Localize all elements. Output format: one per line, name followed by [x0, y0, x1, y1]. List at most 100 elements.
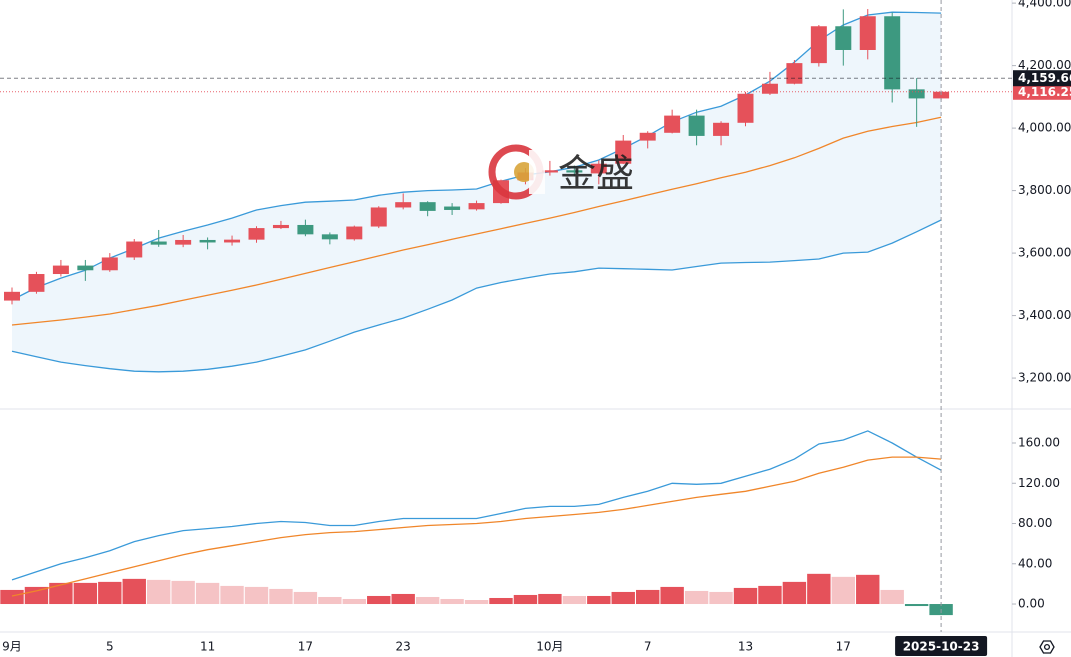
histogram-bar	[758, 585, 782, 605]
candle-body	[786, 63, 803, 84]
candle-body	[737, 93, 754, 123]
watermark-text: 金盛	[558, 152, 634, 196]
price-label: 4,116.25	[1018, 85, 1071, 99]
y-tick-label: 3,200.00	[1018, 371, 1071, 385]
x-tick-label: 5	[106, 640, 114, 654]
histogram-bar	[513, 594, 538, 605]
histogram-bar	[636, 589, 660, 605]
price-label-box	[1013, 70, 1071, 87]
y-tick-label: 3,800.00	[1018, 183, 1071, 197]
histogram-bar	[0, 589, 24, 605]
histogram-bar	[269, 588, 293, 605]
candle-body	[4, 291, 20, 301]
settings-icon[interactable]	[1039, 640, 1055, 654]
x-tick-label: 7	[644, 640, 652, 654]
candle-body	[566, 170, 583, 173]
histogram-bar	[220, 585, 244, 605]
candle-body	[590, 163, 607, 174]
y-tick-label: 160.00	[1018, 436, 1060, 450]
x-tick-label: 9月	[2, 640, 22, 654]
candle-body	[199, 239, 216, 243]
band-upper-line	[11, 11, 942, 301]
histogram-bar	[538, 593, 562, 605]
y-tick-label: 80.00	[1018, 516, 1052, 530]
candle-body	[664, 115, 681, 133]
histogram-bar	[122, 578, 146, 605]
price-label: 4,159.66	[1018, 71, 1071, 85]
watermark: 金盛	[488, 144, 634, 200]
candle-body	[175, 239, 192, 245]
histogram-bar	[415, 596, 440, 605]
histogram-bar	[342, 598, 366, 605]
histogram-bar	[587, 595, 611, 605]
candle-body	[541, 170, 558, 173]
candle-body	[370, 207, 387, 227]
macd-line	[11, 430, 942, 581]
x-tick-label: 17	[298, 640, 313, 654]
candle-body	[444, 206, 461, 210]
histogram-bar	[611, 591, 635, 605]
histogram-bar	[709, 591, 733, 605]
candle-body	[713, 122, 730, 136]
candle-body	[101, 257, 118, 271]
price-label-box	[1013, 83, 1071, 100]
histogram-bar	[73, 582, 98, 605]
crosshair-date-label: 2025-10-23	[903, 640, 980, 654]
histogram-bar	[660, 586, 684, 605]
candle-body	[419, 202, 436, 211]
histogram-bar	[562, 595, 587, 605]
candle-body	[321, 234, 338, 240]
histogram-bar	[880, 589, 904, 605]
histogram-bar	[684, 590, 709, 605]
x-tick-label: 23	[396, 640, 411, 654]
candle-body	[395, 202, 412, 208]
y-tick-label: 40.00	[1018, 556, 1052, 570]
histogram-bar	[733, 587, 758, 605]
candle-body	[28, 274, 45, 292]
candle-body	[884, 16, 901, 90]
band-middle-line	[11, 116, 942, 326]
y-tick-label: 120.00	[1018, 476, 1060, 490]
candle-body	[835, 26, 852, 50]
histogram-bar	[391, 593, 415, 605]
logo-gap	[529, 150, 545, 194]
histogram-bar	[98, 581, 122, 605]
y-tick-label: 0.00	[1018, 597, 1045, 611]
x-tick-label: 13	[738, 640, 753, 654]
candle-body	[248, 228, 265, 240]
histogram-bar	[904, 604, 929, 607]
histogram-bar	[367, 595, 391, 605]
histogram-bar	[807, 573, 831, 605]
candle-body	[639, 132, 656, 141]
candle-body	[615, 140, 632, 164]
histogram-bar	[489, 597, 513, 605]
histogram-bar	[195, 582, 220, 605]
histogram-bar	[318, 596, 342, 605]
settings-dot[interactable]	[1043, 643, 1051, 651]
histogram-bar	[49, 582, 73, 605]
candle-body	[810, 26, 827, 64]
histogram-bar	[440, 598, 464, 605]
y-tick-label: 3,400.00	[1018, 308, 1071, 322]
candle-body	[859, 16, 876, 50]
candle-body	[150, 241, 167, 245]
band-fill	[12, 12, 942, 372]
histogram-bar	[147, 579, 171, 605]
candle-body	[126, 241, 143, 258]
histogram-bar	[171, 580, 195, 605]
candle-body	[272, 224, 289, 229]
macd-line	[11, 456, 942, 597]
x-tick-label: 17	[836, 640, 851, 654]
histogram-bar	[831, 576, 855, 605]
plot-layer	[0, 9, 1012, 616]
x-tick-label: 10月	[536, 640, 563, 654]
settings-hexagon[interactable]	[1039, 640, 1055, 654]
histogram-bar	[782, 581, 807, 605]
candle-body	[933, 91, 950, 99]
y-tick-label: 3,600.00	[1018, 246, 1071, 260]
y-tick-label: 4,400.00	[1018, 0, 1071, 10]
histogram-bar	[293, 591, 318, 605]
